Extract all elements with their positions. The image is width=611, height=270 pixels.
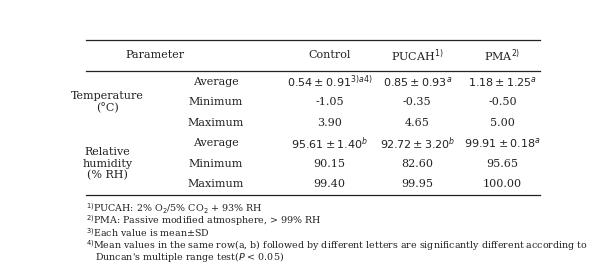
Text: 95.65: 95.65 <box>486 159 519 169</box>
Text: $92.72\pm3.20^{b}$: $92.72\pm3.20^{b}$ <box>379 135 455 152</box>
Text: Average: Average <box>193 77 239 87</box>
Text: $^{1)}$PUCAH: 2% O$_2$/5% CO$_2$ + 93% RH: $^{1)}$PUCAH: 2% O$_2$/5% CO$_2$ + 93% R… <box>86 202 263 216</box>
Text: 5.00: 5.00 <box>490 118 515 128</box>
Text: PUCAH$^{1)}$: PUCAH$^{1)}$ <box>391 47 444 63</box>
Text: $1.18\pm1.25^{a}$: $1.18\pm1.25^{a}$ <box>468 75 537 89</box>
Text: Average: Average <box>193 138 239 148</box>
Text: Maximum: Maximum <box>188 180 244 190</box>
Text: Duncan's multiple range test($P$ < 0.05): Duncan's multiple range test($P$ < 0.05) <box>86 250 284 264</box>
Text: $0.85\pm0.93^{a}$: $0.85\pm0.93^{a}$ <box>382 75 452 89</box>
Text: 100.00: 100.00 <box>483 180 522 190</box>
Text: 82.60: 82.60 <box>401 159 433 169</box>
Text: 90.15: 90.15 <box>313 159 346 169</box>
Text: $^{2)}$PMA: Passive modified atmosphere, > 99% RH: $^{2)}$PMA: Passive modified atmosphere,… <box>86 214 321 228</box>
Text: -0.35: -0.35 <box>403 97 431 107</box>
Text: Minimum: Minimum <box>189 159 243 169</box>
Text: Minimum: Minimum <box>189 97 243 107</box>
Text: Control: Control <box>309 50 351 60</box>
Text: $99.91\pm0.18^{a}$: $99.91\pm0.18^{a}$ <box>464 136 541 150</box>
Text: 99.95: 99.95 <box>401 180 433 190</box>
Text: 99.40: 99.40 <box>313 180 346 190</box>
Text: Parameter: Parameter <box>125 50 184 60</box>
Text: PMA$^{2)}$: PMA$^{2)}$ <box>485 47 521 63</box>
Text: Relative
humidity
(% RH): Relative humidity (% RH) <box>82 147 132 181</box>
Text: -0.50: -0.50 <box>488 97 517 107</box>
Text: 4.65: 4.65 <box>405 118 430 128</box>
Text: Temperature
(°C): Temperature (°C) <box>71 91 144 113</box>
Text: Maximum: Maximum <box>188 118 244 128</box>
Text: $^{3)}$Each value is mean±SD: $^{3)}$Each value is mean±SD <box>86 226 210 239</box>
Text: $95.61\pm1.40^{b}$: $95.61\pm1.40^{b}$ <box>291 135 368 152</box>
Text: -1.05: -1.05 <box>315 97 344 107</box>
Text: 3.90: 3.90 <box>317 118 342 128</box>
Text: $^{4)}$Mean values in the same row(a, b) followed by different letters are signi: $^{4)}$Mean values in the same row(a, b)… <box>86 238 588 253</box>
Text: $0.54\pm0.91^{3)a4)}$: $0.54\pm0.91^{3)a4)}$ <box>287 73 372 90</box>
